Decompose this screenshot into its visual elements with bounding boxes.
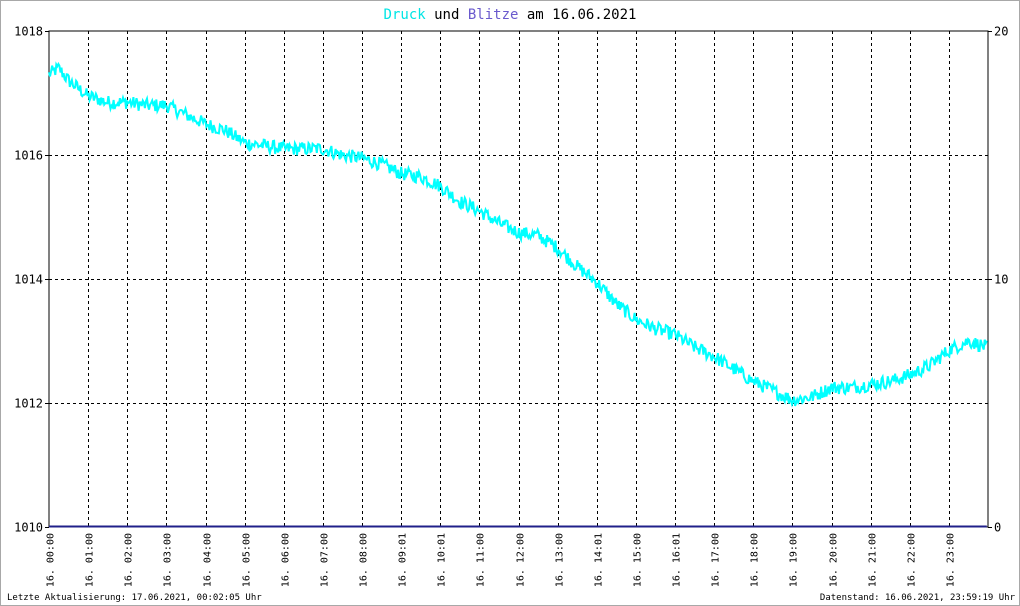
x-tick-label: 16. 11:00 [476,533,487,587]
y-left-tick-label: 1012 [14,397,43,411]
x-tick-label: 16. 08:00 [359,533,370,587]
x-tick-label: 16. 01:00 [85,533,96,587]
x-tick-label: 16. 13:00 [555,533,566,587]
x-tick-label: 16. 20:00 [829,533,840,587]
x-tick-label: 16. 03:00 [163,533,174,587]
x-tick-label: 16. 12:00 [516,533,527,587]
y-left-tick-label: 1014 [14,273,43,287]
x-tick-label: 16. 21:00 [868,533,879,587]
series-layer [48,61,988,528]
x-tick-label: 16. 07:00 [320,533,331,587]
grid-layer [48,30,989,528]
x-tick-label: 16. 18:00 [750,533,761,587]
x-tick-label: 16. 14:01 [594,533,605,587]
x-tick-label: 16. 15:00 [633,533,644,587]
chart-title: Druck und Blitze am 16.06.2021 [384,7,637,23]
series-line-druck [48,61,988,408]
x-tick-label: 16. 16:01 [672,533,683,587]
x-tick-label: 16. 09:01 [398,533,409,587]
x-tick-label: 16. 05:00 [242,533,253,587]
x-tick-label: 16. 04:00 [203,533,214,587]
title-and: und [426,7,468,23]
x-tick-label: 16. 02:00 [124,533,135,587]
x-tick-label: 16. 23:00 [946,533,957,587]
y-right-tick-label: 20 [994,25,1008,39]
data-status-text: Datenstand: 16.06.2021, 23:59:19 Uhr [819,593,1015,603]
y-left-tick-label: 1010 [14,521,43,535]
axis-layer: 16. 00:00 16. 01:00 16. 02:00 16. 03:00 16. … [14,25,1008,588]
y-right-tick-label: 10 [994,273,1008,287]
x-tick-label: 16. 06:00 [281,533,292,587]
y-left-tick-label: 1016 [14,149,43,163]
y-right-tick-label: 0 [994,521,1001,535]
title-date: am 16.06.2021 [518,7,636,23]
title-lightning: Blitze [468,7,519,23]
x-tick-label: 16. 17:00 [711,533,722,587]
x-tick-label: 16. 10:01 [437,533,448,587]
y-left-tick-label: 1018 [14,25,43,39]
title-pressure: Druck [384,7,427,23]
x-tick-label: 16. 19:00 [789,533,800,587]
x-tick-label: 16. 00:00 [46,533,57,587]
last-update-text: Letzte Aktualisierung: 17.06.2021, 00:02… [7,593,262,603]
x-tick-label: 16. 22:00 [907,533,918,587]
